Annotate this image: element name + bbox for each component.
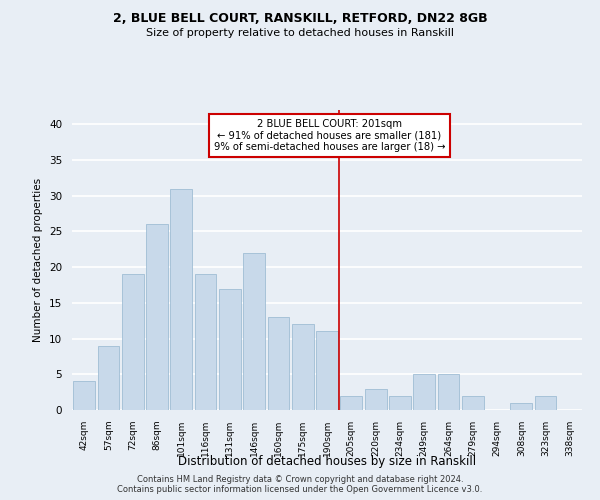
Bar (146, 224, 168, 410)
Bar (462, 396, 484, 410)
Bar (73, 382, 95, 410)
Text: Size of property relative to detached houses in Ranskill: Size of property relative to detached ho… (146, 28, 454, 38)
Bar (316, 332, 338, 410)
Bar (535, 396, 556, 410)
Bar (437, 374, 460, 410)
Bar (243, 253, 265, 410)
Bar (340, 396, 362, 410)
Bar (292, 324, 314, 410)
Bar (122, 274, 143, 410)
Bar (268, 317, 289, 410)
Text: Contains HM Land Registry data © Crown copyright and database right 2024.
Contai: Contains HM Land Registry data © Crown c… (118, 474, 482, 494)
Bar (97, 346, 119, 410)
Bar (413, 374, 435, 410)
Y-axis label: Number of detached properties: Number of detached properties (34, 178, 43, 342)
Bar (219, 288, 241, 410)
Bar (365, 388, 386, 410)
Bar (194, 274, 217, 410)
Text: 2, BLUE BELL COURT, RANSKILL, RETFORD, DN22 8GB: 2, BLUE BELL COURT, RANSKILL, RETFORD, D… (113, 12, 487, 26)
Text: Distribution of detached houses by size in Ranskill: Distribution of detached houses by size … (178, 454, 476, 468)
Bar (511, 403, 532, 410)
Bar (389, 396, 411, 410)
Bar (170, 188, 192, 410)
Text: 2 BLUE BELL COURT: 201sqm
← 91% of detached houses are smaller (181)
9% of semi-: 2 BLUE BELL COURT: 201sqm ← 91% of detac… (214, 119, 445, 152)
